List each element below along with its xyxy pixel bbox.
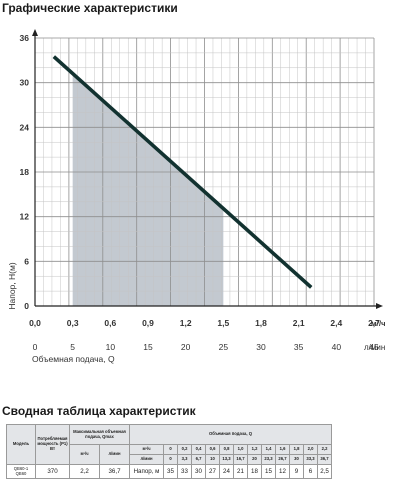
head-cell: 2,5 bbox=[317, 464, 332, 479]
q-lmin-cell: 36,7 bbox=[317, 454, 332, 465]
x-tick-label-lmin: 15 bbox=[143, 342, 153, 352]
q-lmin-cell: 10 bbox=[205, 454, 220, 465]
q-lmin-cell: 30 bbox=[289, 454, 304, 465]
y-axis-title: Напор, H(м) bbox=[7, 262, 17, 309]
head-cell: 6 bbox=[303, 464, 318, 479]
head-label-cell: Напор, м bbox=[129, 464, 164, 479]
q-m3h-cell: 1,0 bbox=[233, 444, 248, 455]
chart-section-title: Графические характеристики bbox=[2, 1, 178, 15]
head-cell: 12 bbox=[275, 464, 290, 479]
x-tick-label: 1,8 bbox=[255, 318, 267, 328]
y-tick-label: 6 bbox=[24, 256, 29, 266]
operating-range-area bbox=[72, 73, 224, 307]
th-qmax-unit-m3h: м³/ч bbox=[69, 444, 100, 465]
x-tick-label-lmin: 20 bbox=[181, 342, 191, 352]
power-cell: 370 bbox=[35, 464, 70, 479]
x-tick-label-lmin: 35 bbox=[294, 342, 304, 352]
head-cell: 35 bbox=[163, 464, 178, 479]
model-name-2: QB60 bbox=[15, 470, 27, 476]
x-tick-label: 1,2 bbox=[180, 318, 192, 328]
q-lmin-cell: 0 bbox=[163, 454, 178, 465]
y-tick-label: 12 bbox=[20, 212, 30, 222]
pump-performance-chart: 0 6 12 18 24 30 36 0,0 0,3 0,6 0,9 1,2 1,5 1,8 2,1 2,4 2… bbox=[7, 29, 385, 364]
x-tick-label-lmin: 10 bbox=[106, 342, 116, 352]
x-tick-label-lmin: 25 bbox=[219, 342, 229, 352]
q-m3h-cell: 2,0 bbox=[303, 444, 318, 455]
y-tick-label: 18 bbox=[20, 167, 30, 177]
q-m3h-cell: 0,8 bbox=[219, 444, 234, 455]
head-cell: 15 bbox=[261, 464, 276, 479]
x-tick-label: 0,6 bbox=[104, 318, 116, 328]
x-tick-label: 0,3 bbox=[67, 318, 79, 328]
q-m3h-cell: 1,8 bbox=[289, 444, 304, 455]
head-cell: 18 bbox=[247, 464, 262, 479]
th-power: Потребляемая мощность (P1) Вт bbox=[35, 424, 70, 465]
th-max-flow: Максимальная объемная подача, Qmax bbox=[69, 424, 130, 445]
model-cell: QB60-1 QB60 bbox=[6, 464, 36, 479]
x-tick-label: 0,0 bbox=[29, 318, 41, 328]
y-tick-label: 24 bbox=[20, 122, 30, 132]
x-tick-label: 2,1 bbox=[293, 318, 305, 328]
x-tick-label: 2,7 bbox=[368, 318, 380, 328]
q-m3h-cell: 0,4 bbox=[191, 444, 206, 455]
x-tick-label: 1,5 bbox=[217, 318, 229, 328]
head-cell: 21 bbox=[233, 464, 248, 479]
y-tick-label: 36 bbox=[20, 33, 30, 43]
x-unit-lmin-label: л/мин bbox=[364, 343, 385, 352]
x-tick-label-lmin: 45 bbox=[369, 342, 379, 352]
q-lmin-cell: 23,3 bbox=[261, 454, 276, 465]
q-lmin-cell: 20 bbox=[247, 454, 262, 465]
head-cell: 9 bbox=[289, 464, 304, 479]
q-m3h-cell: 0,6 bbox=[205, 444, 220, 455]
q-lmin-cell: 6,7 bbox=[191, 454, 206, 465]
head-cell: 27 bbox=[205, 464, 220, 479]
th-qmax-unit-lmin: л/мин bbox=[99, 444, 130, 465]
y-tick-label: 30 bbox=[20, 78, 30, 88]
qmax-lmin-cell: 36,7 bbox=[99, 464, 130, 479]
q-lmin-cell: 33,3 bbox=[303, 454, 318, 465]
q-m3h-cell: 1,6 bbox=[275, 444, 290, 455]
th-q-unit-lmin: л/мин bbox=[129, 454, 164, 465]
head-cell: 30 bbox=[191, 464, 206, 479]
x-axis-arrow bbox=[376, 303, 383, 309]
qmax-m3h-cell: 2,2 bbox=[69, 464, 100, 479]
th-model: Модель bbox=[6, 424, 36, 465]
q-lmin-cell: 13,3 bbox=[219, 454, 234, 465]
q-m3h-cell: 2,2 bbox=[317, 444, 332, 455]
th-q-unit-m3h: м³/ч bbox=[129, 444, 164, 455]
table-section-title: Сводная таблица характеристик bbox=[2, 404, 196, 418]
x-tick-label-lmin: 5 bbox=[70, 342, 75, 352]
x-tick-label: 0,9 bbox=[142, 318, 154, 328]
y-tick-label: 0 bbox=[24, 301, 29, 311]
head-cell: 33 bbox=[177, 464, 192, 479]
q-m3h-cell: 0 bbox=[163, 444, 178, 455]
spec-table: Модель Потребляемая мощность (P1) Вт Мак… bbox=[6, 424, 332, 479]
q-m3h-cell: 1,4 bbox=[261, 444, 276, 455]
q-m3h-cell: 1,2 bbox=[247, 444, 262, 455]
model-name-1: QB60-1 bbox=[13, 465, 29, 471]
head-cell: 24 bbox=[219, 464, 234, 479]
x-tick-label-lmin: 40 bbox=[332, 342, 342, 352]
x-tick-label-lmin: 0 bbox=[33, 342, 38, 352]
y-axis-arrow bbox=[32, 29, 38, 36]
q-lmin-cell: 26,7 bbox=[275, 454, 290, 465]
q-lmin-cell: 16,7 bbox=[233, 454, 248, 465]
x-tick-label: 2,4 bbox=[330, 318, 342, 328]
x-unit-m3h-label: м³/ч bbox=[371, 319, 385, 328]
performance-curve bbox=[52, 55, 313, 289]
th-flow: Объемная подача, Q bbox=[129, 424, 332, 445]
x-tick-label-lmin: 30 bbox=[256, 342, 266, 352]
x-axis-title: Объемная подача, Q bbox=[32, 354, 115, 364]
q-lmin-cell: 3,3 bbox=[177, 454, 192, 465]
q-m3h-cell: 0,2 bbox=[177, 444, 192, 455]
